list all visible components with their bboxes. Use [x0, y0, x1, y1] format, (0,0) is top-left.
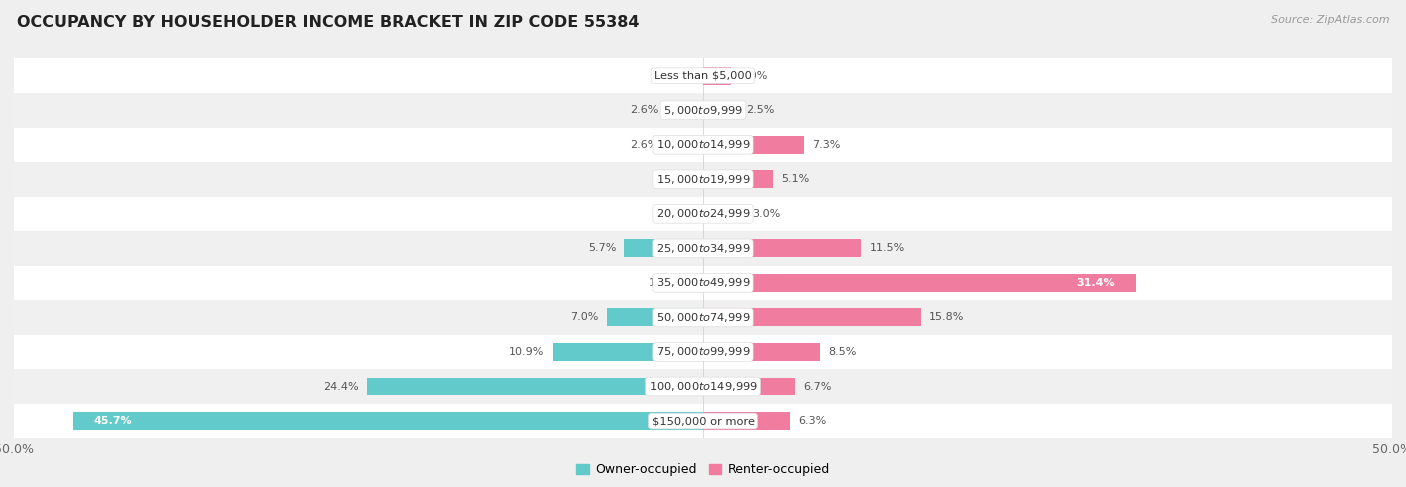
Text: $5,000 to $9,999: $5,000 to $9,999	[664, 104, 742, 117]
Text: $75,000 to $99,999: $75,000 to $99,999	[655, 345, 751, 358]
Bar	[668, 101, 703, 119]
Bar	[624, 240, 703, 257]
Bar	[703, 136, 804, 154]
Text: 10.9%: 10.9%	[509, 347, 544, 357]
Bar	[703, 377, 796, 395]
Text: 2.6%: 2.6%	[630, 105, 659, 115]
Text: 2.5%: 2.5%	[745, 105, 775, 115]
Bar	[367, 377, 703, 395]
Text: 8.5%: 8.5%	[828, 347, 856, 357]
Text: $150,000 or more: $150,000 or more	[651, 416, 755, 426]
Text: $50,000 to $74,999: $50,000 to $74,999	[655, 311, 751, 324]
Bar	[14, 335, 1392, 369]
Text: 2.6%: 2.6%	[630, 140, 659, 150]
Text: 5.1%: 5.1%	[782, 174, 810, 184]
Bar	[14, 128, 1392, 162]
Legend: Owner-occupied, Renter-occupied: Owner-occupied, Renter-occupied	[571, 458, 835, 482]
Text: $15,000 to $19,999: $15,000 to $19,999	[655, 173, 751, 186]
Text: 1.3%: 1.3%	[648, 278, 676, 288]
Bar	[703, 274, 1136, 292]
Text: 0.0%: 0.0%	[666, 71, 695, 81]
Text: 6.3%: 6.3%	[799, 416, 827, 426]
Text: Source: ZipAtlas.com: Source: ZipAtlas.com	[1271, 15, 1389, 25]
Bar	[553, 343, 703, 361]
Bar	[703, 205, 744, 223]
Text: 0.0%: 0.0%	[666, 174, 695, 184]
Bar	[14, 93, 1392, 128]
Text: $20,000 to $24,999: $20,000 to $24,999	[655, 207, 751, 220]
Bar	[703, 308, 921, 326]
Bar	[703, 412, 790, 430]
Bar	[14, 197, 1392, 231]
Text: Less than $5,000: Less than $5,000	[654, 71, 752, 81]
Text: $10,000 to $14,999: $10,000 to $14,999	[655, 138, 751, 151]
Text: 2.0%: 2.0%	[738, 71, 768, 81]
Text: 3.0%: 3.0%	[752, 209, 780, 219]
Bar	[14, 162, 1392, 197]
Text: 0.0%: 0.0%	[666, 209, 695, 219]
Bar	[14, 300, 1392, 335]
Text: 11.5%: 11.5%	[870, 244, 905, 253]
Bar	[703, 343, 820, 361]
Bar	[668, 136, 703, 154]
Bar	[703, 67, 731, 85]
Bar	[14, 369, 1392, 404]
Bar	[703, 240, 862, 257]
Text: 45.7%: 45.7%	[94, 416, 132, 426]
Text: 15.8%: 15.8%	[929, 313, 965, 322]
Bar	[14, 404, 1392, 438]
Text: 7.0%: 7.0%	[569, 313, 599, 322]
Text: 6.7%: 6.7%	[804, 381, 832, 392]
Bar	[685, 274, 703, 292]
Bar	[703, 170, 773, 188]
Bar	[14, 58, 1392, 93]
Text: 5.7%: 5.7%	[588, 244, 616, 253]
Bar	[14, 231, 1392, 265]
Bar	[703, 101, 738, 119]
Bar	[73, 412, 703, 430]
Bar	[606, 308, 703, 326]
Text: 24.4%: 24.4%	[323, 381, 359, 392]
Text: 7.3%: 7.3%	[811, 140, 841, 150]
Text: $100,000 to $149,999: $100,000 to $149,999	[648, 380, 758, 393]
Text: $35,000 to $49,999: $35,000 to $49,999	[655, 277, 751, 289]
Text: 31.4%: 31.4%	[1077, 278, 1115, 288]
Text: $25,000 to $34,999: $25,000 to $34,999	[655, 242, 751, 255]
Bar	[14, 265, 1392, 300]
Text: OCCUPANCY BY HOUSEHOLDER INCOME BRACKET IN ZIP CODE 55384: OCCUPANCY BY HOUSEHOLDER INCOME BRACKET …	[17, 15, 640, 30]
